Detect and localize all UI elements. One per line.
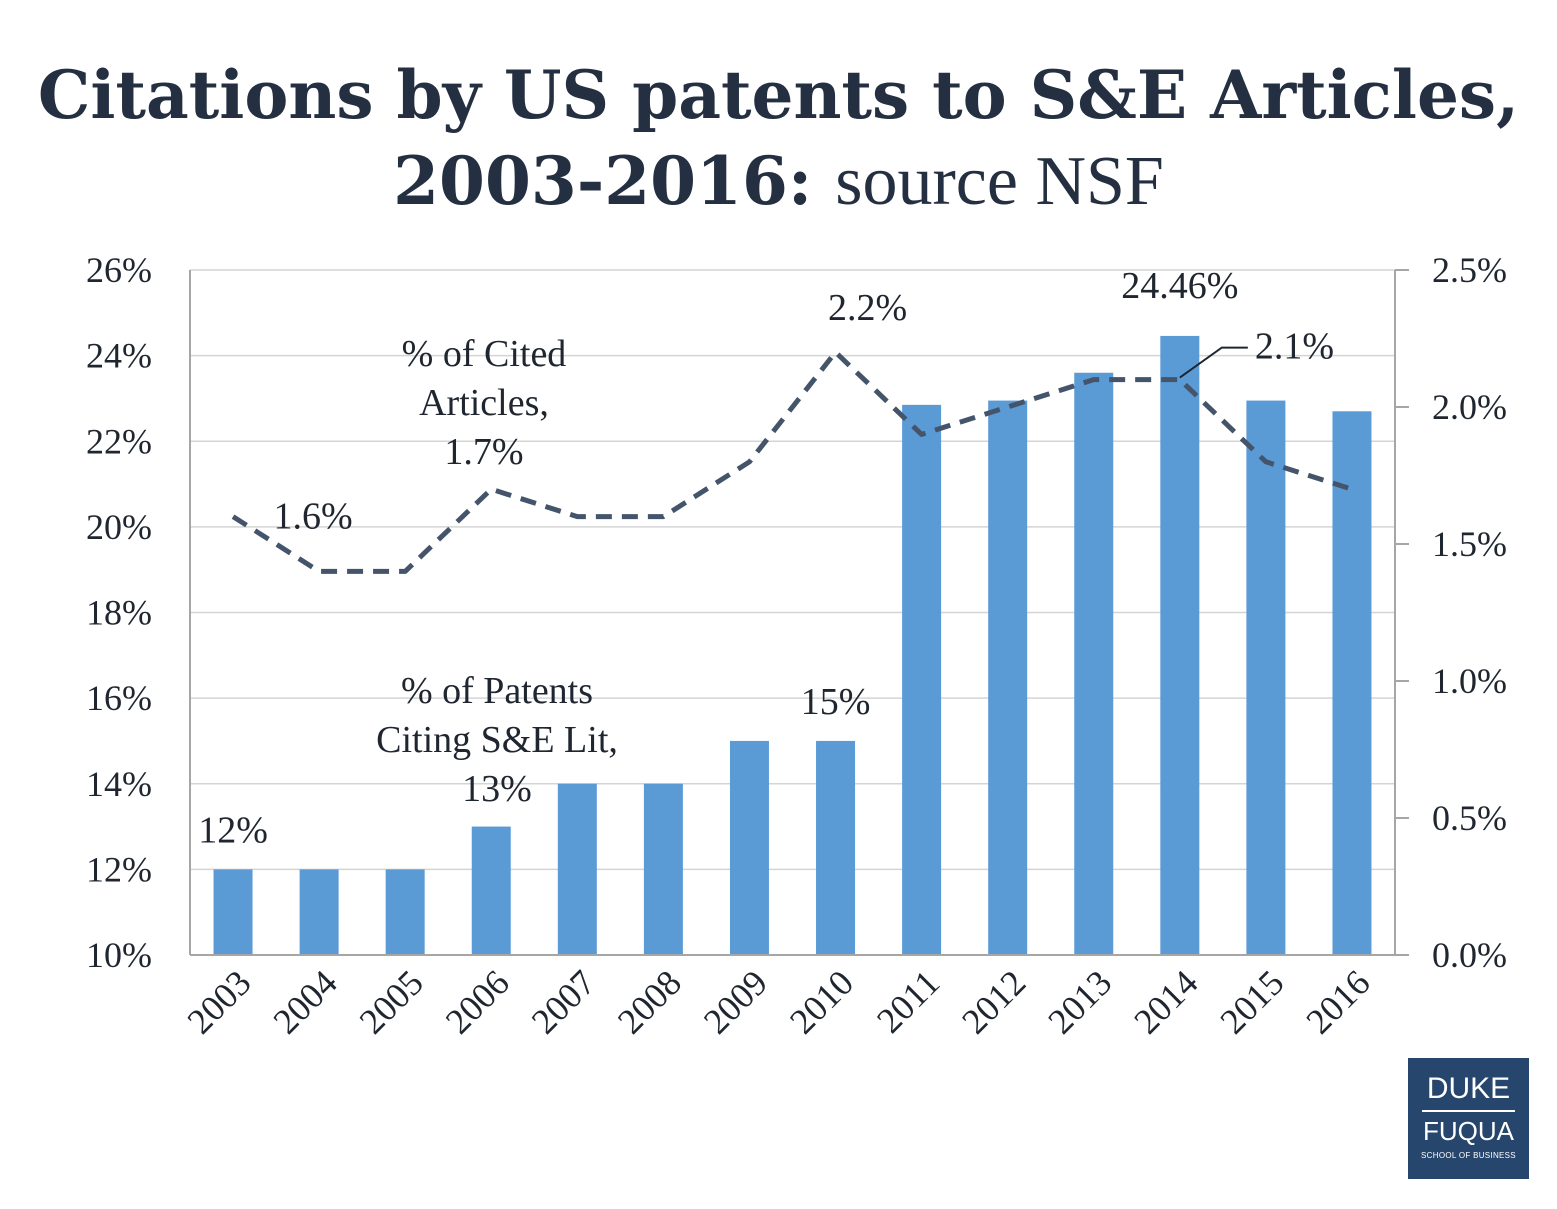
x-tick-label: 2004 (266, 962, 345, 1041)
left-tick-label: 20% (86, 507, 152, 547)
duke-fuqua-logo: DUKE FUQUA SCHOOL OF BUSINESS (1408, 1058, 1529, 1179)
right-tick-label: 1.0% (1432, 661, 1507, 701)
bar-2012 (988, 400, 1028, 955)
annotation-2-1pct: 2.1% (1255, 326, 1334, 368)
x-tick-label: 2014 (1126, 962, 1205, 1041)
bar-2014 (1160, 335, 1200, 955)
x-tick-label: 2007 (524, 962, 603, 1041)
bar-2009 (729, 740, 769, 955)
bar-2008 (643, 783, 683, 955)
right-tick-label: 2.0% (1432, 387, 1507, 427)
right-tick-label: 0.5% (1432, 798, 1507, 838)
logo-fuqua: FUQUA (1423, 1116, 1514, 1146)
annotation-2-1pct-leader (1179, 346, 1248, 379)
x-tick-label: 2003 (179, 962, 258, 1041)
left-tick-label: 18% (86, 593, 152, 633)
bar-2004 (299, 869, 339, 955)
annotation-patents-citing-line-2: Citing S&E Lit, (376, 719, 618, 761)
bar-2016 (1332, 411, 1372, 955)
tick-labels: 10% 12% 14% 16% 18% 20% 22% 24% 26% 0.0% 0.5% 1.0% 1… (86, 250, 1507, 1042)
annotation-15pct: 15% (801, 681, 871, 723)
annotation-cited-articles-line-2: Articles, (419, 382, 549, 424)
bar-2005 (385, 869, 425, 955)
left-tick-label: 14% (86, 764, 152, 804)
x-tick-label: 2010 (782, 962, 861, 1041)
right-tick-label: 1.5% (1432, 524, 1507, 564)
annotation-cited-articles-line-3: 1.7% (444, 431, 523, 473)
axes (189, 269, 1409, 956)
chart-title-source: source NSF (835, 143, 1164, 220)
annotation-24-46pct: 24.46% (1121, 265, 1238, 307)
right-tick-label: 0.0% (1432, 935, 1507, 975)
x-tick-label: 2009 (696, 962, 775, 1041)
line-cited-articles (231, 349, 1353, 574)
chart-title: Citations by US patents to S&E Articles,… (0, 52, 1557, 225)
left-tick-label: 16% (86, 678, 152, 718)
logo-school: SCHOOL OF BUSINESS (1421, 1151, 1516, 1160)
x-tick-label: 2005 (352, 962, 431, 1041)
bar-series (213, 335, 1372, 955)
bar-2011 (902, 404, 942, 955)
annotation-cited-articles-line-1: % of Cited (402, 333, 567, 375)
annotation-12pct: 12% (198, 809, 268, 851)
bar-2013 (1074, 372, 1114, 955)
x-tick-label: 2016 (1298, 962, 1377, 1041)
x-tick-label: 2011 (869, 962, 947, 1040)
left-tick-label: 24% (86, 336, 152, 376)
bar-2007 (557, 783, 597, 955)
x-tick-label: 2006 (438, 962, 517, 1041)
bar-2003 (213, 869, 253, 955)
annotation-2-2pct: 2.2% (828, 287, 907, 329)
chart-title-bold: Citations by US patents to S&E Articles,… (37, 56, 1520, 220)
x-tick-label: 2013 (1040, 962, 1119, 1041)
logo-duke: DUKE (1426, 1072, 1511, 1105)
right-tick-label: 2.5% (1432, 250, 1507, 290)
x-tick-label: 2015 (1212, 962, 1291, 1041)
annotation-patents-citing-line-1: % of Patents (401, 670, 593, 712)
bar-2006 (471, 826, 511, 955)
line-series (231, 349, 1353, 574)
x-tick-label: 2012 (954, 962, 1033, 1041)
bar-2015 (1246, 400, 1286, 955)
left-tick-label: 12% (86, 849, 152, 889)
left-tick-label: 26% (86, 250, 152, 290)
gridlines (190, 269, 1395, 871)
logo-divider (1422, 1110, 1515, 1112)
data-annotations: 12% 15% 24.46% 1.6% 2.2% 2.1% % of Cited Articl… (198, 265, 1334, 851)
annotation-1-6pct: 1.6% (273, 496, 352, 538)
left-tick-label: 10% (86, 935, 152, 975)
bar-2010 (816, 740, 856, 955)
annotation-patents-citing-line-3: 13% (462, 768, 532, 810)
left-tick-label: 22% (86, 421, 152, 461)
x-tick-label: 2008 (610, 962, 689, 1041)
